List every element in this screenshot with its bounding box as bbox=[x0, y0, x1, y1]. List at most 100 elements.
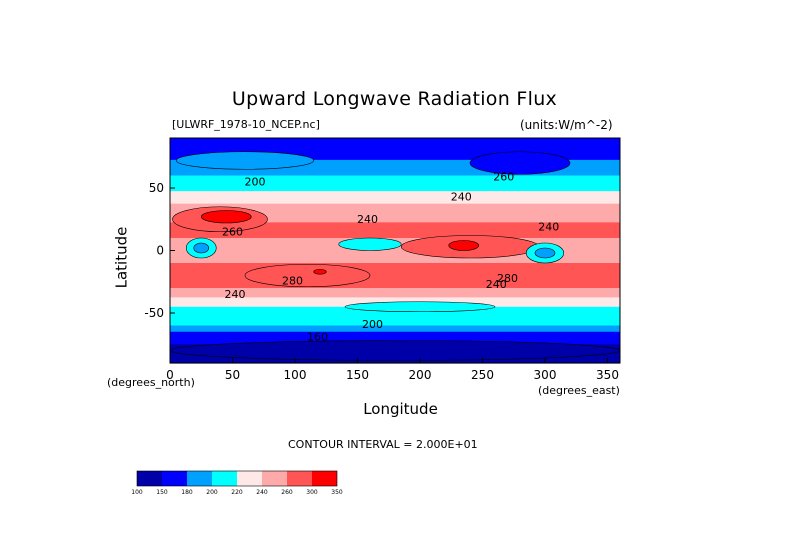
contour-label: 240 bbox=[486, 278, 507, 291]
contour-label: 280 bbox=[497, 272, 518, 285]
plot-frame bbox=[169, 137, 621, 364]
zonal-band bbox=[170, 172, 620, 177]
zonal-band bbox=[170, 281, 620, 286]
zonal-band bbox=[170, 216, 620, 220]
y-tick-label: 50 bbox=[149, 181, 164, 195]
zonal-band bbox=[170, 291, 620, 295]
zonal-flux-bands bbox=[170, 138, 620, 364]
zonal-band bbox=[170, 153, 620, 158]
zonal-band bbox=[170, 334, 620, 339]
zonal-band bbox=[170, 275, 620, 280]
units-label: (units:W/m^-2) bbox=[520, 118, 613, 132]
zonal-band bbox=[170, 163, 620, 167]
zonal-band bbox=[170, 184, 620, 189]
zonal-band bbox=[170, 169, 620, 173]
contour-label: 240 bbox=[357, 213, 378, 226]
zonal-band bbox=[170, 253, 620, 258]
legend-level-label: 100 bbox=[131, 489, 143, 496]
regional-flux-patches bbox=[169, 151, 621, 361]
zonal-band bbox=[170, 272, 620, 277]
x-axis-unit: (degrees_east) bbox=[538, 384, 620, 397]
zonal-band bbox=[170, 266, 620, 270]
zonal-band bbox=[170, 313, 620, 317]
x-tick-label: 300 bbox=[534, 368, 557, 382]
x-tick-label: 250 bbox=[471, 368, 494, 382]
zonal-band bbox=[170, 344, 620, 348]
color-legend: 100 150 180 200 220 240 260 300 350 bbox=[131, 470, 343, 496]
legend-level-label: 200 bbox=[206, 489, 218, 496]
zonal-band bbox=[170, 156, 620, 161]
x-axis-ticks: 0 50 100 150 200 250 300 350 bbox=[166, 358, 619, 382]
legend-level-label: 300 bbox=[306, 489, 318, 496]
africa-core-low-patch bbox=[193, 242, 210, 254]
contour-label: 200 bbox=[245, 176, 266, 189]
zonal-band bbox=[170, 309, 620, 314]
x-tick-label: 100 bbox=[284, 368, 307, 382]
sahara-peak-patch bbox=[200, 210, 252, 224]
legend-swatch bbox=[237, 471, 262, 486]
southern-ocean-patch bbox=[344, 301, 496, 313]
zonal-band bbox=[170, 294, 620, 298]
legend-level-label: 180 bbox=[181, 489, 193, 496]
zonal-band bbox=[170, 222, 620, 227]
zonal-band bbox=[170, 194, 620, 198]
zonal-band bbox=[170, 178, 620, 183]
zonal-band bbox=[170, 225, 620, 230]
zonal-band bbox=[170, 241, 620, 245]
zonal-band bbox=[170, 203, 620, 208]
zonal-band bbox=[170, 328, 620, 333]
zonal-band bbox=[170, 213, 620, 217]
zonal-band bbox=[170, 175, 620, 180]
zonal-band bbox=[170, 322, 620, 327]
pacific-peak-patch bbox=[448, 240, 480, 251]
zonal-band bbox=[170, 138, 620, 142]
legend-swatch bbox=[262, 471, 287, 486]
contour-label: 200 bbox=[362, 318, 383, 331]
zonal-band bbox=[170, 347, 620, 352]
zonal-band bbox=[170, 338, 620, 342]
australia-high-flux-patch bbox=[244, 263, 371, 288]
zonal-band bbox=[170, 306, 620, 311]
zonal-band bbox=[170, 200, 620, 205]
zonal-band bbox=[170, 231, 620, 236]
y-axis-title: Latitude bbox=[112, 226, 131, 289]
zonal-band bbox=[170, 181, 620, 186]
y-axis-ticks: 50 0 -50 bbox=[144, 181, 175, 320]
zonal-band bbox=[170, 188, 620, 192]
zonal-band bbox=[170, 319, 620, 323]
zonal-band bbox=[170, 234, 620, 239]
contour-label: 280 bbox=[282, 274, 303, 287]
zonal-band bbox=[170, 191, 620, 195]
zonal-band bbox=[170, 206, 620, 211]
x-axis-title: Longitude bbox=[363, 400, 438, 418]
zonal-band bbox=[170, 250, 620, 255]
zonal-band bbox=[170, 159, 620, 164]
zonal-band bbox=[170, 244, 620, 248]
contour-label: 240 bbox=[538, 221, 559, 234]
zonal-band bbox=[170, 303, 620, 308]
source-file-label: [ULWRF_1978-10_NCEP.nc] bbox=[172, 118, 320, 131]
arctic-america-patch bbox=[469, 151, 571, 175]
maritime-low-flux-patch bbox=[338, 237, 402, 251]
zonal-band bbox=[170, 297, 620, 302]
zonal-band bbox=[170, 228, 620, 233]
legend-level-label: 350 bbox=[331, 489, 343, 496]
zonal-band bbox=[170, 247, 620, 252]
x-tick-label: 50 bbox=[225, 368, 240, 382]
zonal-band bbox=[170, 300, 620, 305]
africa-low-flux-patch bbox=[185, 237, 217, 259]
australia-peak-patch bbox=[313, 268, 327, 275]
legend-level-label: 240 bbox=[256, 489, 268, 496]
zonal-band bbox=[170, 219, 620, 223]
zonal-band bbox=[170, 144, 620, 148]
pacific-high-flux-patch bbox=[400, 235, 540, 259]
amazon-core-low-patch bbox=[534, 247, 556, 259]
zonal-band bbox=[170, 353, 620, 358]
arctic-eurasia-patch bbox=[175, 151, 315, 170]
zonal-band bbox=[170, 325, 620, 330]
x-tick-label: 350 bbox=[596, 368, 619, 382]
legend-level-label: 260 bbox=[281, 489, 293, 496]
y-tick-label: 0 bbox=[156, 244, 164, 258]
legend-level-label: 220 bbox=[231, 489, 243, 496]
